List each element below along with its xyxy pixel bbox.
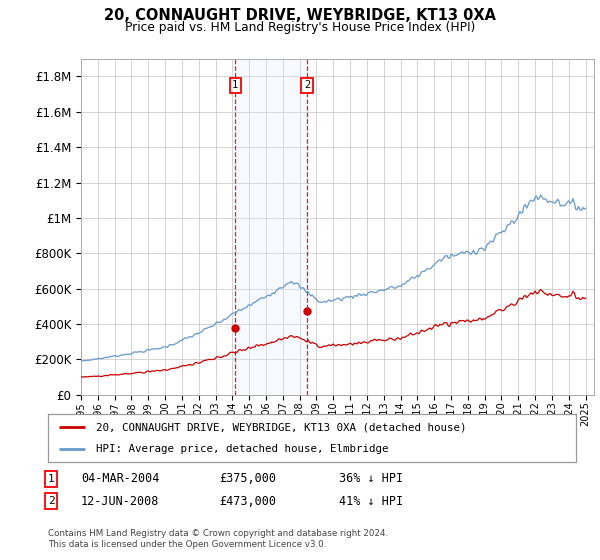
Text: 41% ↓ HPI: 41% ↓ HPI (339, 494, 403, 508)
Text: Price paid vs. HM Land Registry's House Price Index (HPI): Price paid vs. HM Land Registry's House … (125, 21, 475, 34)
Text: 12-JUN-2008: 12-JUN-2008 (81, 494, 160, 508)
Text: 36% ↓ HPI: 36% ↓ HPI (339, 472, 403, 486)
Text: £473,000: £473,000 (219, 494, 276, 508)
Text: 2: 2 (47, 496, 55, 506)
Text: 1: 1 (232, 80, 238, 90)
Text: Contains HM Land Registry data © Crown copyright and database right 2024.
This d: Contains HM Land Registry data © Crown c… (48, 529, 388, 549)
Text: 04-MAR-2004: 04-MAR-2004 (81, 472, 160, 486)
Text: 20, CONNAUGHT DRIVE, WEYBRIDGE, KT13 0XA (detached house): 20, CONNAUGHT DRIVE, WEYBRIDGE, KT13 0XA… (95, 422, 466, 432)
Bar (235, 59, 307, 395)
Text: 20, CONNAUGHT DRIVE, WEYBRIDGE, KT13 0XA: 20, CONNAUGHT DRIVE, WEYBRIDGE, KT13 0XA (104, 8, 496, 24)
Text: £375,000: £375,000 (219, 472, 276, 486)
Text: HPI: Average price, detached house, Elmbridge: HPI: Average price, detached house, Elmb… (95, 444, 388, 454)
Text: 2: 2 (304, 80, 310, 90)
Text: 1: 1 (47, 474, 55, 484)
